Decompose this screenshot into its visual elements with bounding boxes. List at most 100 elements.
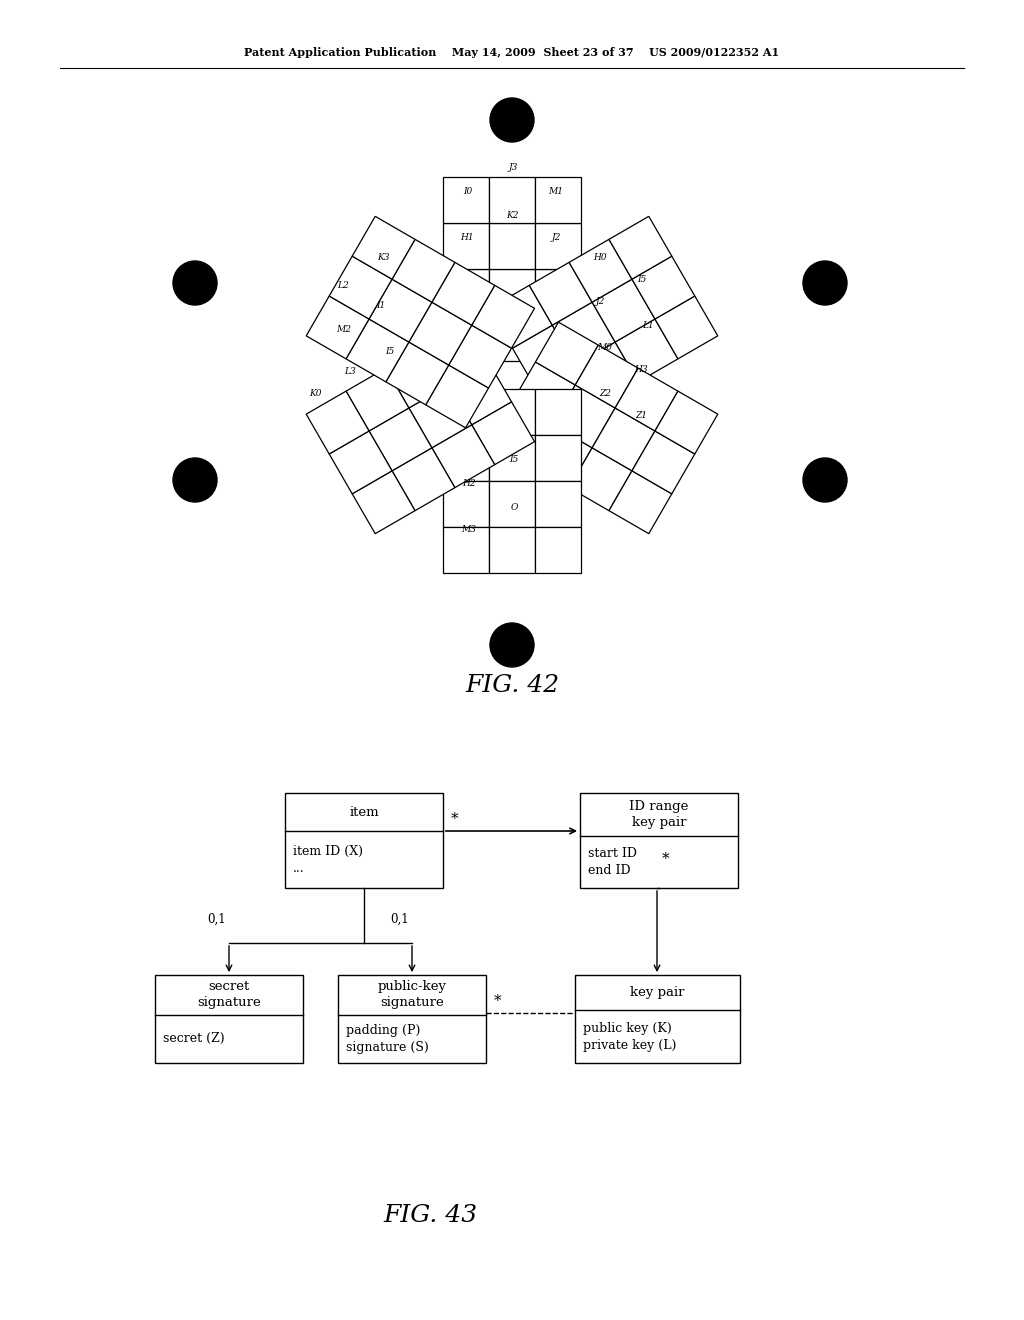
Text: M1: M1: [549, 187, 563, 197]
Text: public-key
signature: public-key signature: [378, 981, 446, 1010]
Text: secret
signature: secret signature: [198, 981, 261, 1010]
Text: H2: H2: [462, 479, 476, 487]
Polygon shape: [386, 342, 449, 405]
Polygon shape: [489, 177, 535, 223]
Polygon shape: [352, 471, 415, 533]
Text: H0: H0: [593, 253, 607, 263]
Polygon shape: [443, 177, 489, 223]
Polygon shape: [489, 527, 535, 573]
Text: I0: I0: [464, 187, 473, 197]
Polygon shape: [535, 223, 581, 269]
Text: item ID (X)
...: item ID (X) ...: [293, 845, 362, 874]
Text: item: item: [349, 805, 379, 818]
Text: I5: I5: [637, 276, 646, 285]
Bar: [155, 975, 303, 1063]
Text: padding (P)
signature (S): padding (P) signature (S): [346, 1024, 429, 1053]
Polygon shape: [536, 322, 598, 385]
Polygon shape: [489, 269, 535, 315]
Polygon shape: [409, 385, 472, 447]
Polygon shape: [552, 302, 615, 366]
Circle shape: [490, 98, 534, 143]
Text: secret (Z): secret (Z): [163, 1032, 224, 1045]
Polygon shape: [489, 223, 535, 269]
Polygon shape: [529, 263, 592, 325]
Polygon shape: [592, 408, 655, 471]
Polygon shape: [512, 325, 575, 388]
Polygon shape: [535, 269, 581, 315]
Text: M2: M2: [337, 326, 351, 334]
Text: Z1: Z1: [635, 411, 647, 420]
Bar: [338, 975, 486, 1063]
Polygon shape: [592, 280, 655, 342]
Polygon shape: [426, 322, 488, 385]
Polygon shape: [489, 401, 552, 465]
Text: K2: K2: [506, 210, 518, 219]
Polygon shape: [632, 256, 695, 319]
Polygon shape: [392, 239, 455, 302]
Bar: [285, 793, 443, 888]
Text: M3: M3: [462, 525, 476, 535]
Polygon shape: [449, 362, 512, 425]
Circle shape: [173, 261, 217, 305]
Polygon shape: [432, 263, 495, 325]
Text: start ID
end ID: start ID end ID: [588, 847, 637, 876]
Polygon shape: [369, 280, 432, 342]
Polygon shape: [443, 315, 489, 362]
Polygon shape: [575, 345, 638, 408]
Polygon shape: [609, 471, 672, 533]
Text: O: O: [510, 503, 518, 511]
Text: *: *: [494, 994, 502, 1008]
Polygon shape: [489, 434, 535, 480]
Polygon shape: [529, 425, 592, 487]
Text: H1: H1: [460, 232, 474, 242]
Text: public key (K)
private key (L): public key (K) private key (L): [583, 1022, 677, 1052]
Text: *: *: [451, 812, 459, 826]
Polygon shape: [306, 391, 369, 454]
Text: L1: L1: [642, 321, 654, 330]
Circle shape: [173, 458, 217, 502]
Text: J2: J2: [551, 234, 561, 243]
Polygon shape: [489, 315, 535, 362]
Polygon shape: [535, 480, 581, 527]
Text: ID range
key pair: ID range key pair: [630, 800, 689, 829]
Polygon shape: [535, 315, 581, 362]
Text: 0,1: 0,1: [207, 913, 225, 927]
Bar: [575, 975, 740, 1063]
Polygon shape: [329, 432, 392, 494]
Text: M0: M0: [597, 343, 612, 352]
Polygon shape: [535, 434, 581, 480]
Polygon shape: [392, 447, 455, 511]
Text: L3: L3: [344, 367, 356, 375]
Polygon shape: [443, 389, 489, 434]
Polygon shape: [536, 366, 598, 428]
Polygon shape: [306, 296, 369, 359]
Polygon shape: [426, 366, 488, 428]
Polygon shape: [352, 216, 415, 280]
Polygon shape: [552, 385, 615, 447]
Polygon shape: [472, 285, 535, 348]
Text: FIG. 42: FIG. 42: [465, 673, 559, 697]
Circle shape: [490, 623, 534, 667]
Polygon shape: [535, 177, 581, 223]
Polygon shape: [443, 434, 489, 480]
Polygon shape: [489, 480, 535, 527]
Text: I1: I1: [377, 301, 386, 309]
Polygon shape: [535, 527, 581, 573]
Text: FIG. 43: FIG. 43: [383, 1204, 477, 1226]
Circle shape: [803, 261, 847, 305]
Text: H3: H3: [634, 366, 648, 375]
Polygon shape: [443, 527, 489, 573]
Text: J2: J2: [595, 297, 605, 306]
Polygon shape: [346, 368, 409, 432]
Polygon shape: [609, 216, 672, 280]
Polygon shape: [346, 319, 409, 381]
Polygon shape: [443, 480, 489, 527]
Text: J3: J3: [508, 164, 518, 173]
Polygon shape: [369, 408, 432, 471]
Text: K0: K0: [309, 388, 322, 397]
Circle shape: [803, 458, 847, 502]
Polygon shape: [472, 401, 535, 465]
Polygon shape: [512, 362, 575, 425]
Text: I5: I5: [385, 347, 394, 356]
Polygon shape: [386, 345, 449, 408]
